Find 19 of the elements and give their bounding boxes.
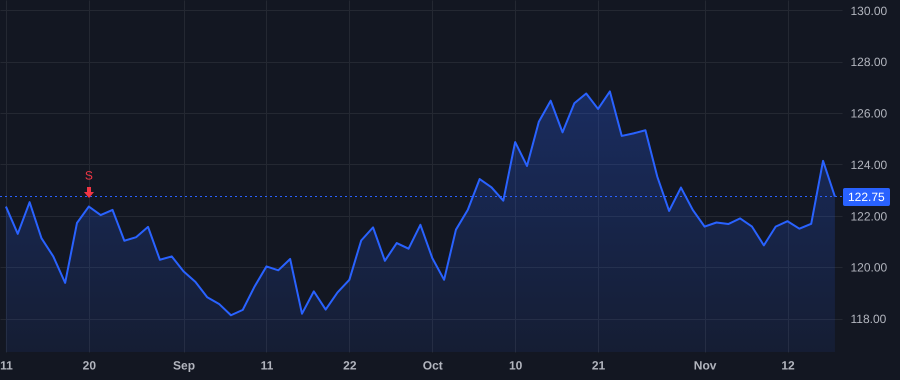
x-tick-label: 11 bbox=[0, 358, 14, 372]
x-tick-label: Sep bbox=[173, 358, 196, 372]
x-tick-label: 21 bbox=[592, 358, 606, 372]
y-tick-label: 128.00 bbox=[850, 55, 888, 70]
x-tick-label: 22 bbox=[343, 358, 357, 372]
x-tick-label: 11 bbox=[260, 358, 274, 372]
x-tick-label: 20 bbox=[82, 358, 96, 372]
annotation: S bbox=[84, 168, 93, 183]
ref-line-label: 122.75 bbox=[843, 188, 890, 206]
y-tick-label: 122.00 bbox=[850, 209, 888, 224]
x-tick-label: Oct bbox=[422, 358, 443, 372]
y-tick-label: 120.00 bbox=[850, 260, 888, 275]
y-tick-label: 126.00 bbox=[850, 106, 888, 121]
x-tick-label: 12 bbox=[781, 358, 796, 372]
x-tick-label: Nov bbox=[694, 358, 717, 372]
x-tick-label: 10 bbox=[508, 358, 523, 372]
y-tick-label: 130.00 bbox=[850, 4, 888, 18]
y-tick-label: 118.00 bbox=[850, 312, 887, 326]
y-tick-label: 124.00 bbox=[850, 158, 888, 172]
